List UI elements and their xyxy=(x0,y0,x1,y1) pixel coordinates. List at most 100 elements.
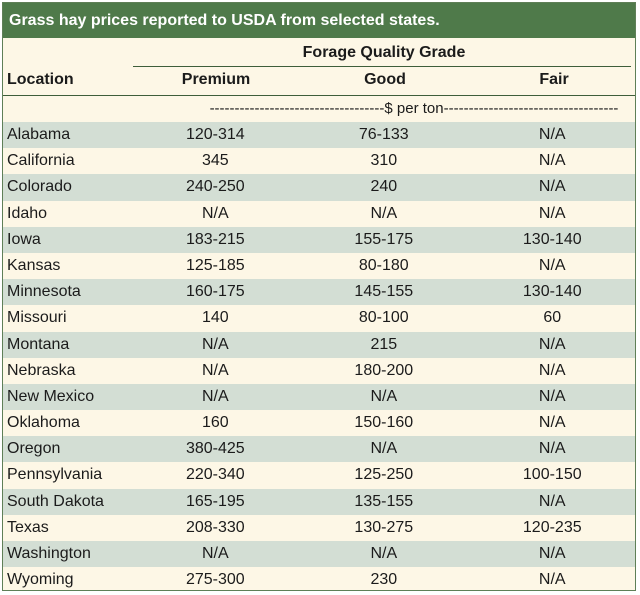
fair-cell: N/A xyxy=(538,414,566,432)
table-row: Washington N/A N/A N/A xyxy=(3,541,635,568)
premium-cell: 165-195 xyxy=(185,492,245,510)
location-cell: Pennsylvania xyxy=(7,466,103,484)
good-cell: 80-100 xyxy=(358,309,409,327)
fair-cell: 60 xyxy=(543,309,562,327)
location-cell: Kansas xyxy=(7,256,61,274)
fair-cell: N/A xyxy=(538,387,566,405)
good-cell: N/A xyxy=(370,204,398,222)
good-cell: 76-133 xyxy=(358,126,409,143)
premium-cell: 125-185 xyxy=(185,256,245,274)
premium-cell: 160 xyxy=(201,414,229,432)
fair-cell: 100-150 xyxy=(522,466,582,484)
good-cell: 240 xyxy=(370,178,398,196)
good-column-header: Good xyxy=(364,71,406,88)
table-row: Missouri 140 80-100 60 xyxy=(3,305,635,332)
fair-cell: N/A xyxy=(538,545,566,562)
table-row: New Mexico N/A N/A N/A xyxy=(3,383,635,411)
location-cell: New Mexico xyxy=(7,387,95,405)
table-row: Alabama 120-314 76-133 N/A xyxy=(3,122,635,149)
table-body: Alabama 120-314 76-133 N/A California 345 310 N… xyxy=(3,122,635,590)
premium-cell: 160-175 xyxy=(185,283,245,301)
good-cell: 80-180 xyxy=(358,256,409,274)
fair-column-header: Fair xyxy=(539,71,569,88)
premium-cell: N/A xyxy=(201,204,229,222)
fair-cell: 130-140 xyxy=(522,283,582,301)
premium-cell: N/A xyxy=(201,545,229,562)
fair-cell: N/A xyxy=(538,571,566,589)
good-cell: 215 xyxy=(370,335,398,353)
fair-cell: N/A xyxy=(538,178,566,196)
premium-cell: 183-215 xyxy=(185,230,245,248)
good-cell: 155-175 xyxy=(354,230,414,248)
good-cell: 230 xyxy=(370,571,398,589)
location-cell: Wyoming xyxy=(7,571,74,589)
fair-cell: N/A xyxy=(538,204,566,222)
good-cell: 145-155 xyxy=(354,283,414,301)
table-row: Pennsylvania 220-340 125-250 100-150 xyxy=(3,462,635,489)
premium-cell: 345 xyxy=(201,152,229,170)
location-cell: Montana xyxy=(7,335,70,353)
location-cell: Washington xyxy=(7,545,91,562)
premium-cell: N/A xyxy=(201,361,229,379)
table-row: Nebraska N/A 180-200 N/A xyxy=(3,357,635,384)
table-row: Texas 208-330 130-275 120-235 xyxy=(3,514,635,541)
location-cell: South Dakota xyxy=(7,492,104,510)
group-header: Forage Quality Grade xyxy=(302,44,466,61)
good-cell: 150-160 xyxy=(354,414,414,432)
location-cell: California xyxy=(7,152,75,170)
fair-cell: 120-235 xyxy=(522,518,582,536)
unit-label: -----------------------------------$ per… xyxy=(209,100,619,117)
unit-row: -----------------------------------$ per… xyxy=(3,96,635,122)
premium-cell: 120-314 xyxy=(185,126,245,143)
table-row: Idaho N/A N/A N/A xyxy=(3,200,635,227)
good-cell: 130-275 xyxy=(354,518,414,536)
fair-cell: N/A xyxy=(538,440,566,458)
table-row: Kansas 125-185 80-180 N/A xyxy=(3,252,635,280)
table-row: Wyoming 275-300 230 N/A xyxy=(3,567,635,590)
location-column-header: Location xyxy=(7,71,74,88)
fair-cell: N/A xyxy=(538,126,566,143)
good-cell: 125-250 xyxy=(354,466,414,484)
good-cell: N/A xyxy=(370,545,398,562)
location-cell: Texas xyxy=(7,518,49,536)
table-row: South Dakota 165-195 135-155 N/A xyxy=(3,488,635,515)
table-row: Oregon 380-425 N/A N/A xyxy=(3,436,635,463)
premium-cell: 380-425 xyxy=(185,440,245,458)
premium-cell: N/A xyxy=(201,335,229,353)
table-row: Oklahoma 160 150-160 N/A xyxy=(3,410,635,437)
fair-cell: N/A xyxy=(538,492,566,510)
premium-cell: 275-300 xyxy=(185,571,245,589)
fair-cell: N/A xyxy=(538,335,566,353)
location-cell: Iowa xyxy=(7,230,41,248)
location-cell: Minnesota xyxy=(7,283,81,301)
location-cell: Oklahoma xyxy=(7,414,80,432)
good-cell: 180-200 xyxy=(354,361,414,379)
table-row: Colorado 240-250 240 N/A xyxy=(3,174,635,201)
location-cell: Nebraska xyxy=(7,361,76,379)
location-cell: Alabama xyxy=(7,126,71,143)
table-row: Montana N/A 215 N/A xyxy=(3,331,635,358)
premium-cell: 208-330 xyxy=(185,518,245,536)
fair-cell: N/A xyxy=(538,361,566,379)
premium-cell: N/A xyxy=(201,387,229,405)
premium-cell: 220-340 xyxy=(185,466,245,484)
fair-cell: 130-140 xyxy=(522,230,582,248)
good-cell: N/A xyxy=(370,440,398,458)
location-cell: Oregon xyxy=(7,440,61,458)
table-row: California 345 310 N/A xyxy=(3,148,635,175)
fair-cell: N/A xyxy=(538,152,566,170)
table-row: Minnesota 160-175 145-155 130-140 xyxy=(3,279,635,306)
premium-cell: 140 xyxy=(201,309,229,327)
table-row: Iowa 183-215 155-175 130-140 xyxy=(3,226,635,253)
premium-cell: 240-250 xyxy=(185,178,245,196)
table-title: Grass hay prices reported to USDA from s… xyxy=(3,3,635,38)
good-cell: 310 xyxy=(370,152,398,170)
premium-column-header: Premium xyxy=(181,71,251,88)
group-header-rule xyxy=(133,66,631,67)
good-cell: N/A xyxy=(370,387,398,405)
fair-cell: N/A xyxy=(538,256,566,274)
table-header: Forage Quality Grade Location Premium Go… xyxy=(3,38,635,96)
location-cell: Colorado xyxy=(7,178,72,196)
good-cell: 135-155 xyxy=(354,492,414,510)
